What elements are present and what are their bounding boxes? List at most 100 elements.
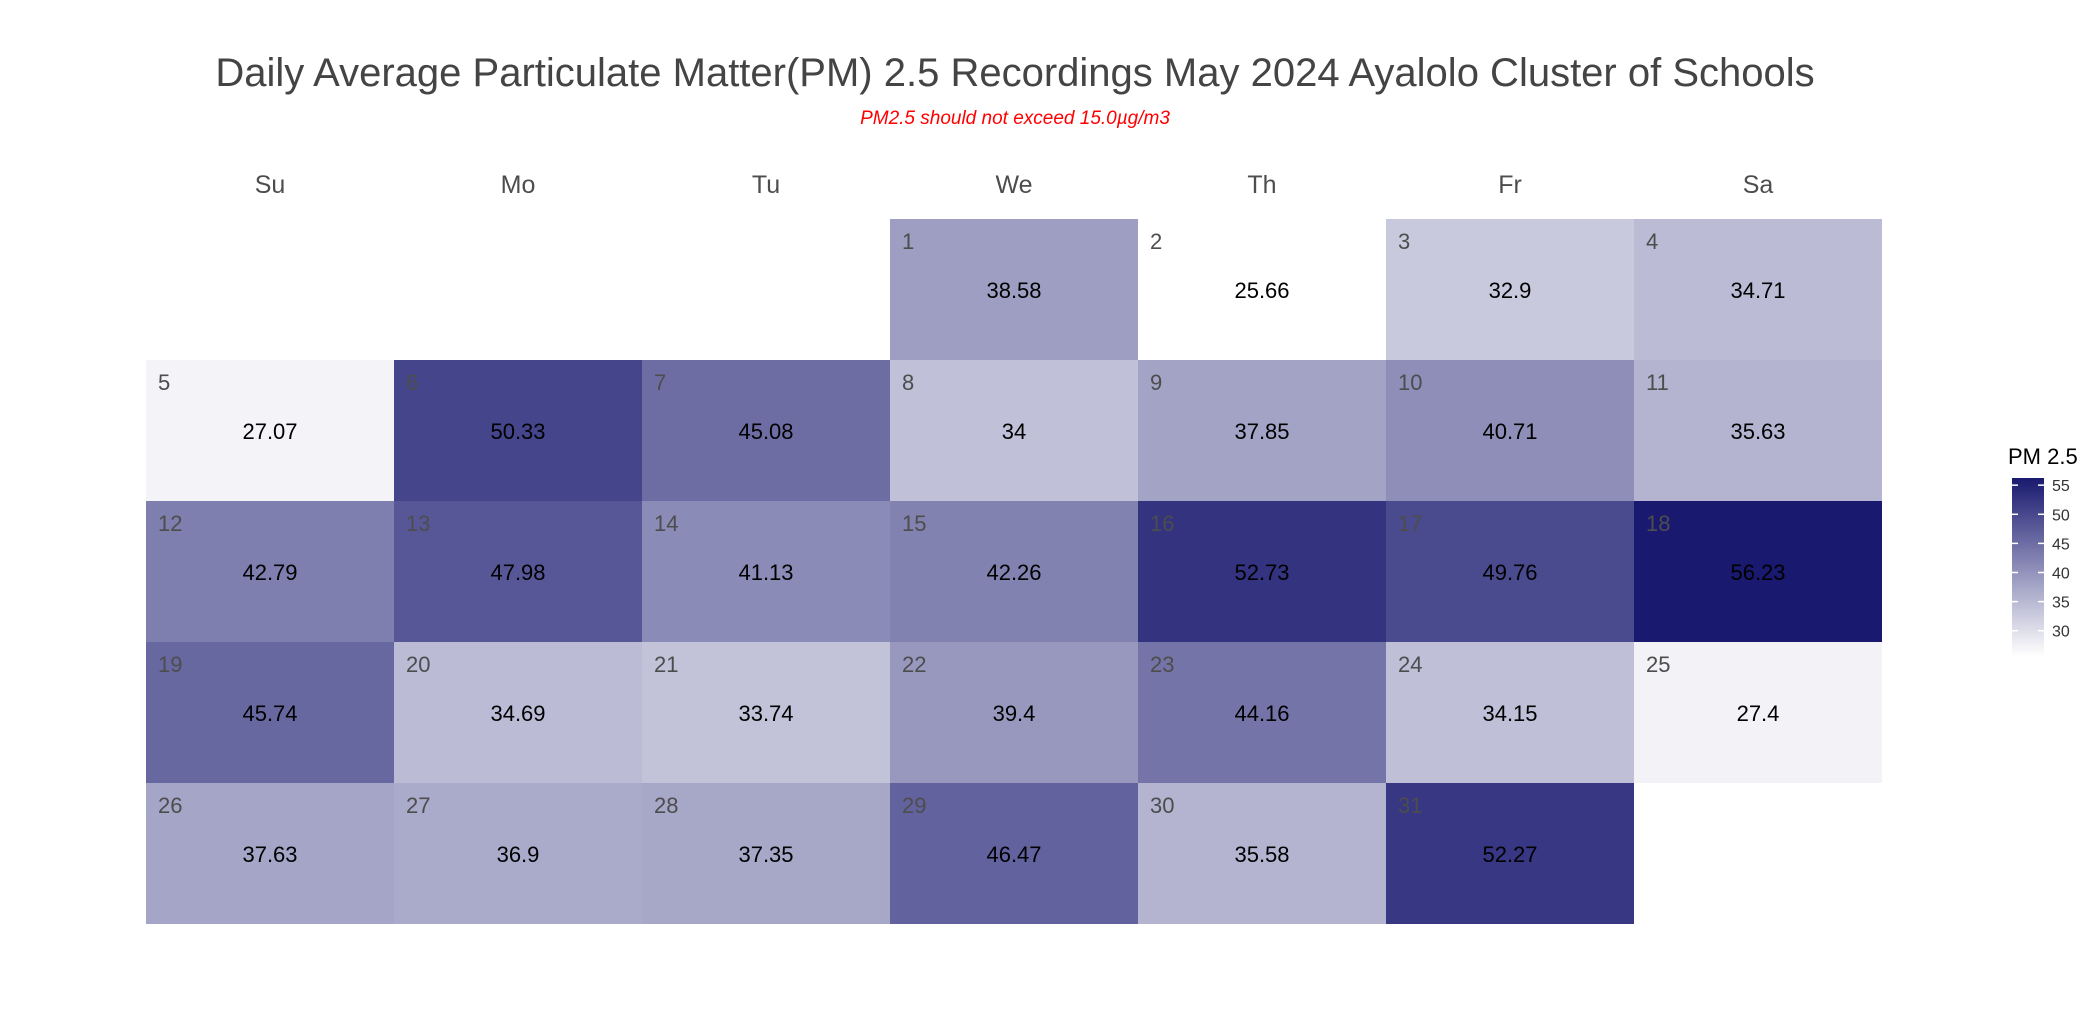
- day-number: 16: [1150, 511, 1174, 536]
- day-number: 6: [406, 370, 418, 395]
- day-value: 42.26: [986, 560, 1041, 585]
- day-value: 32.9: [1489, 278, 1532, 303]
- day-cell: 26 37.63: [146, 783, 394, 924]
- day-cell: 8 34: [890, 360, 1138, 501]
- day-value: 27.07: [242, 419, 297, 444]
- day-cell-fill: [394, 642, 642, 783]
- day-cell: 14 41.13: [642, 501, 890, 642]
- day-value: 45.74: [242, 701, 297, 726]
- day-value: 52.73: [1234, 560, 1289, 585]
- day-cell-fill: [890, 219, 1138, 360]
- day-number: 21: [654, 652, 678, 677]
- weekday-label: Mo: [501, 171, 536, 199]
- day-cell: 527.07: [146, 360, 394, 501]
- day-cell-fill: [146, 642, 394, 783]
- day-cell-fill: [890, 360, 1138, 501]
- day-cell: 23 44.16: [1138, 642, 1386, 783]
- day-number: 24: [1398, 652, 1422, 677]
- legend-color-bar: [2012, 478, 2044, 656]
- day-cell: 225.66: [1138, 219, 1386, 360]
- day-cell: 28 37.35: [642, 783, 890, 924]
- day-cell-fill: [1386, 360, 1634, 501]
- day-value: 52.27: [1482, 842, 1537, 867]
- day-cell: 19 45.74: [146, 642, 394, 783]
- weekday-label: We: [995, 171, 1032, 199]
- day-number: 1: [902, 229, 914, 254]
- day-cell-fill: [1634, 642, 1882, 783]
- weekday-label: Su: [255, 171, 286, 199]
- day-cell: 17 49.76: [1386, 501, 1634, 642]
- legend-tick-label: 30: [2052, 624, 2070, 641]
- day-value: 37.63: [242, 842, 297, 867]
- day-value: 46.47: [986, 842, 1041, 867]
- day-number: 25: [1646, 652, 1670, 677]
- day-number: 13: [406, 511, 430, 536]
- day-value: 50.33: [490, 419, 545, 444]
- day-number: 14: [654, 511, 678, 536]
- day-cell: 332.9: [1386, 219, 1634, 360]
- day-number: 15: [902, 511, 926, 536]
- weekday-label: Fr: [1498, 171, 1522, 199]
- weekday-label: Tu: [752, 171, 780, 199]
- day-cell-fill: [1634, 360, 1882, 501]
- day-cell-fill: [1138, 642, 1386, 783]
- day-cell-fill: [1138, 219, 1386, 360]
- day-number: 17: [1398, 511, 1422, 536]
- day-number: 9: [1150, 370, 1162, 395]
- day-cell: 27 36.9: [394, 783, 642, 924]
- day-number: 12: [158, 511, 182, 536]
- day-cell-fill: [890, 642, 1138, 783]
- day-value: 45.08: [738, 419, 793, 444]
- day-cell: 30 35.58: [1138, 783, 1386, 924]
- legend-tick-label: 55: [2052, 478, 2070, 495]
- day-cell: 24 34.15: [1386, 642, 1634, 783]
- day-value: 44.16: [1234, 701, 1289, 726]
- day-cell-fill: [1634, 501, 1882, 642]
- color-legend: PM 2.5 30 35 40 45 50 55: [2008, 444, 2078, 656]
- day-cell: 22 39.4: [890, 642, 1138, 783]
- day-cell: 650.33: [394, 360, 642, 501]
- day-number: 28: [654, 793, 678, 818]
- day-value: 37.85: [1234, 419, 1289, 444]
- day-cell: 937.85: [1138, 360, 1386, 501]
- day-cell: 25 27.4: [1634, 642, 1882, 783]
- calendar-grid: 138.58225.66332.9434.71527.07650.33745.0…: [146, 219, 1882, 924]
- day-number: 26: [158, 793, 182, 818]
- legend-tick-label: 40: [2052, 566, 2070, 583]
- day-cell-fill: [1138, 360, 1386, 501]
- day-number: 23: [1150, 652, 1174, 677]
- day-cell-fill: [1138, 501, 1386, 642]
- day-number: 7: [654, 370, 666, 395]
- day-value: 36.9: [497, 842, 540, 867]
- day-cell-fill: [146, 360, 394, 501]
- day-cell-fill: [394, 783, 642, 924]
- day-cell: 434.71: [1634, 219, 1882, 360]
- day-cell-fill: [890, 501, 1138, 642]
- day-number: 4: [1646, 229, 1658, 254]
- day-cell: 16 52.73: [1138, 501, 1386, 642]
- day-cell: 15 42.26: [890, 501, 1138, 642]
- day-cell-fill: [1386, 501, 1634, 642]
- day-number: 10: [1398, 370, 1422, 395]
- day-number: 11: [1646, 370, 1669, 395]
- legend-tick-label: 45: [2052, 536, 2070, 553]
- day-number: 2: [1150, 229, 1162, 254]
- day-cell-fill: [1386, 219, 1634, 360]
- weekday-label: Sa: [1743, 171, 1774, 199]
- day-cell: 138.58: [890, 219, 1138, 360]
- day-number: 8: [902, 370, 914, 395]
- day-value: 41.13: [738, 560, 793, 585]
- day-value: 34.71: [1730, 278, 1785, 303]
- day-number: 3: [1398, 229, 1410, 254]
- day-cell-fill: [146, 501, 394, 642]
- chart-subtitle: PM2.5 should not exceed 15.0µg/m3: [860, 108, 1170, 129]
- day-cell-fill: [394, 501, 642, 642]
- day-value: 56.23: [1730, 560, 1785, 585]
- day-value: 47.98: [490, 560, 545, 585]
- day-number: 19: [158, 652, 182, 677]
- day-number: 30: [1150, 793, 1174, 818]
- day-number: 18: [1646, 511, 1670, 536]
- day-value: 34.15: [1482, 701, 1537, 726]
- weekday-label: Th: [1247, 171, 1276, 199]
